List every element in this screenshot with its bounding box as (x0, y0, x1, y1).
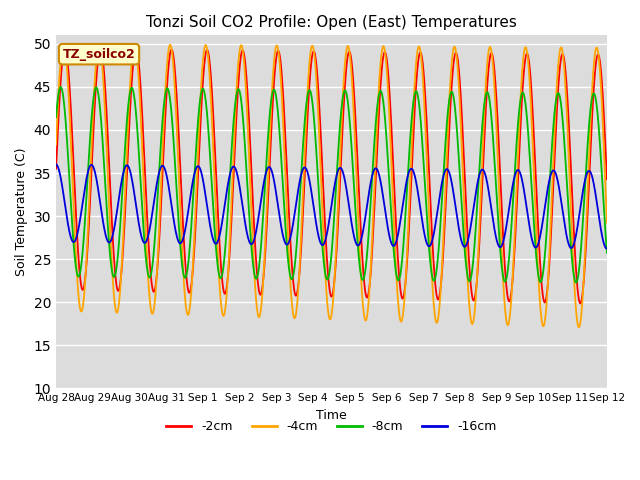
Title: Tonzi Soil CO2 Profile: Open (East) Temperatures: Tonzi Soil CO2 Profile: Open (East) Temp… (146, 15, 517, 30)
Text: TZ_soilco2: TZ_soilco2 (63, 48, 136, 60)
Legend: -2cm, -4cm, -8cm, -16cm: -2cm, -4cm, -8cm, -16cm (161, 415, 502, 438)
Y-axis label: Soil Temperature (C): Soil Temperature (C) (15, 147, 28, 276)
X-axis label: Time: Time (316, 408, 347, 421)
